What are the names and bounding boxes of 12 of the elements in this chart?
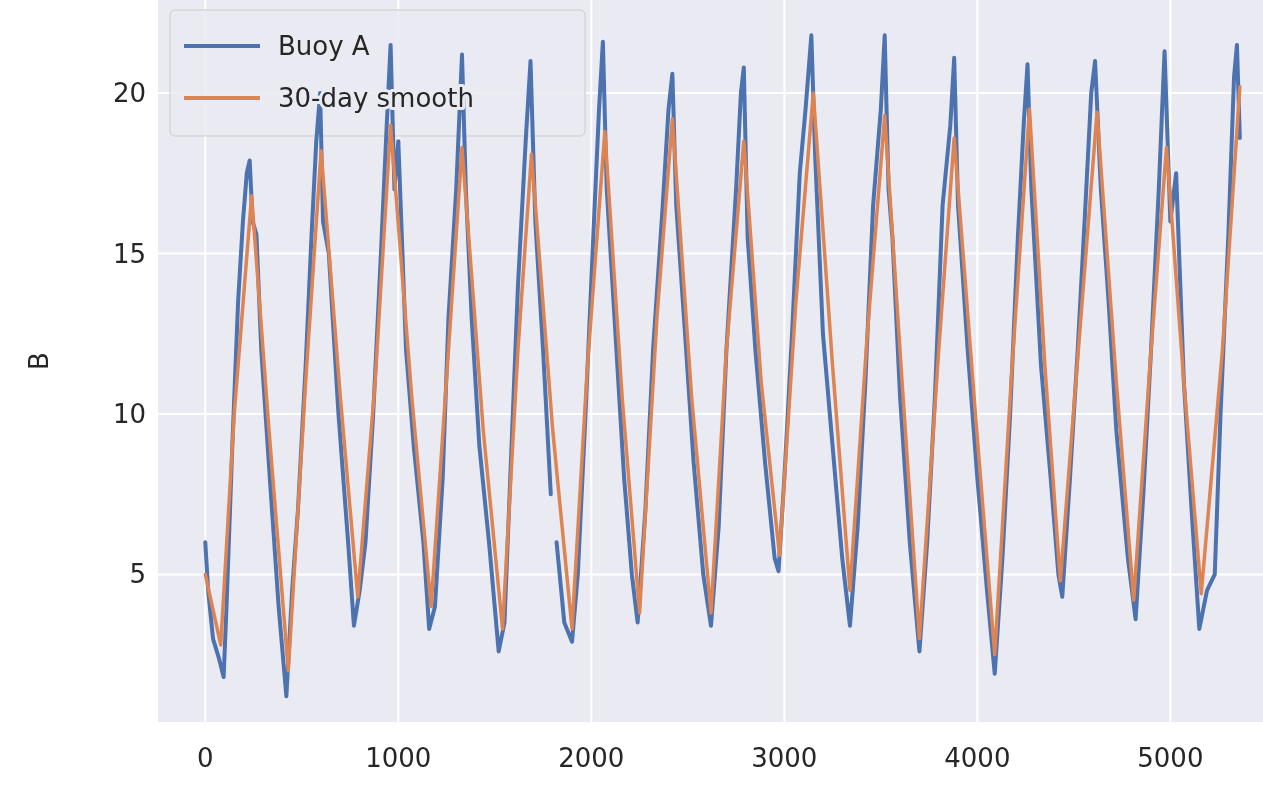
y-tick-label: 20 [112,78,146,109]
x-tick-label: 3000 [751,743,818,773]
x-tick-label: 5000 [1137,743,1204,773]
y-tick-label: 10 [112,398,146,429]
y-axis-title: B [24,352,54,370]
y-tick-label: 5 [129,559,146,590]
x-tick-label: 1000 [365,743,432,773]
x-tick-label: 4000 [944,743,1011,773]
y-tick-label: 15 [112,238,146,269]
x-tick-label: 0 [197,743,214,773]
x-tick-label: 2000 [558,743,625,773]
legend-label: Buoy A [278,31,370,61]
